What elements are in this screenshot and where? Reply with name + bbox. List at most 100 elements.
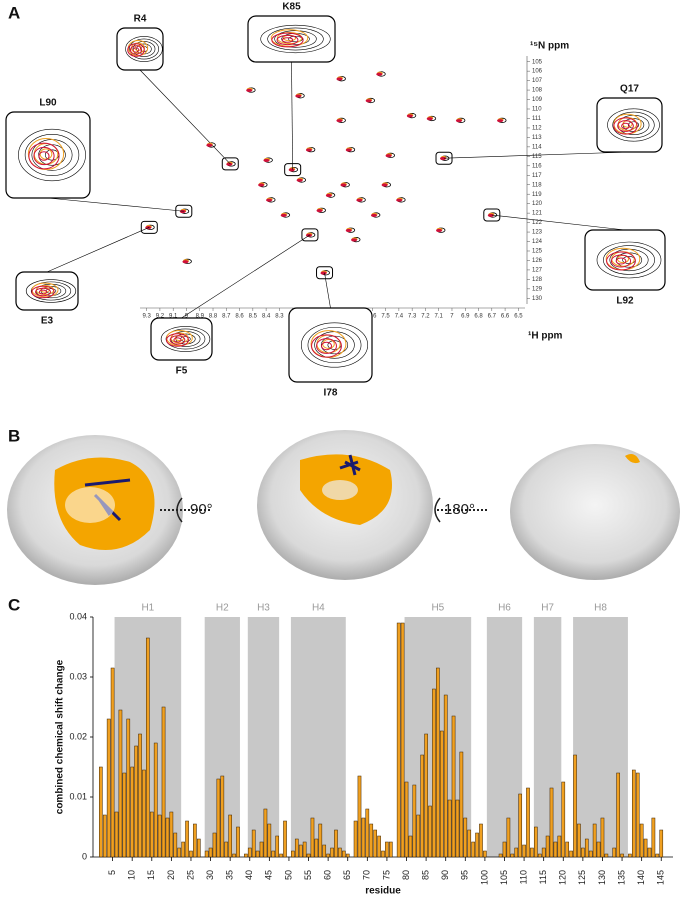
peak-label: Q17 <box>620 84 639 95</box>
contour <box>307 326 362 364</box>
bar <box>522 844 526 858</box>
bar <box>553 841 558 858</box>
contour <box>281 37 294 43</box>
y-axis-title: ¹⁵N ppm <box>530 41 569 52</box>
bar <box>616 772 620 858</box>
x-tick-label: 70 <box>362 870 372 880</box>
bar <box>541 847 546 858</box>
leader-line <box>181 234 311 319</box>
bar <box>126 718 131 858</box>
peak <box>381 183 388 187</box>
contour <box>316 338 337 354</box>
contour <box>267 27 324 51</box>
y-tick-label: 118 <box>532 182 542 188</box>
bar <box>247 847 252 858</box>
x-tick-label: 9.3 <box>142 314 151 320</box>
contour <box>31 285 55 299</box>
x-tick-label: 100 <box>479 870 489 885</box>
bar <box>369 823 374 858</box>
bar <box>635 772 640 858</box>
inset <box>584 229 666 291</box>
bar <box>377 835 381 858</box>
contour <box>603 245 655 275</box>
x-tick-label: 8.4 <box>262 314 271 320</box>
contour <box>38 289 48 295</box>
helix-label: H8 <box>594 603 607 614</box>
bar <box>381 850 385 858</box>
bar <box>326 853 330 858</box>
y-tick-label: 119 <box>532 192 542 198</box>
y-tick-label: 111 <box>532 116 542 122</box>
bar <box>549 787 554 858</box>
contour <box>627 121 639 129</box>
bar <box>138 733 142 858</box>
bar <box>396 622 401 858</box>
bar <box>228 814 232 858</box>
peak <box>356 198 363 202</box>
bar <box>604 853 609 858</box>
bar <box>212 832 217 858</box>
bar <box>220 775 225 858</box>
peak <box>296 178 303 182</box>
y-tick-label: 105 <box>532 59 543 65</box>
bar <box>467 829 472 858</box>
bar <box>412 784 417 858</box>
peak <box>325 193 332 198</box>
leader-line <box>324 272 331 309</box>
peak-box <box>175 204 193 218</box>
bar <box>404 781 409 858</box>
peak-label: E3 <box>41 316 54 327</box>
bar <box>341 850 346 858</box>
x-tick-label: 9 <box>185 314 189 320</box>
contour <box>33 146 55 166</box>
bar <box>612 847 617 858</box>
peak-box <box>483 208 501 222</box>
x-axis-title: ¹H ppm <box>528 331 563 342</box>
contour <box>260 24 331 54</box>
peak <box>487 213 494 217</box>
bar <box>655 853 660 858</box>
bar <box>506 817 511 858</box>
x-tick-label: 40 <box>244 870 254 880</box>
x-tick-label: 15 <box>146 870 156 880</box>
bar <box>338 847 342 858</box>
bar <box>232 853 236 858</box>
peak-box <box>221 157 239 171</box>
x-tick-label: 130 <box>597 870 607 885</box>
bar <box>157 814 162 858</box>
y-tick-label: 126 <box>532 258 543 264</box>
x-tick-label: 30 <box>205 870 215 880</box>
helix-band <box>247 617 280 857</box>
bar <box>118 709 123 858</box>
y-tick-label: 116 <box>532 163 542 169</box>
helix-label: H4 <box>312 603 325 614</box>
x-tick-label: 25 <box>185 870 195 880</box>
bar <box>471 841 475 858</box>
contour <box>300 322 368 368</box>
bar <box>502 841 507 858</box>
peak-box <box>316 266 334 280</box>
bar <box>451 715 456 858</box>
bar <box>106 718 111 858</box>
peak <box>258 183 265 187</box>
x-tick-label: 9.2 <box>156 314 165 320</box>
bar <box>439 730 444 858</box>
bar <box>134 745 138 858</box>
bar <box>236 826 240 858</box>
peak <box>288 168 295 172</box>
bar <box>561 781 566 858</box>
helix-label: H2 <box>216 603 229 614</box>
bar <box>565 841 570 858</box>
inset <box>5 111 91 199</box>
bar <box>102 814 107 858</box>
contour <box>165 328 206 350</box>
x-tick-label: 105 <box>499 870 509 885</box>
x-tick-label: 6.7 <box>488 314 497 320</box>
bar <box>651 817 656 858</box>
x-tick-label: 55 <box>303 870 313 880</box>
contour <box>127 43 145 57</box>
y-tick-label: 0.02 <box>69 731 87 741</box>
peak <box>396 198 403 202</box>
bar <box>353 820 358 858</box>
